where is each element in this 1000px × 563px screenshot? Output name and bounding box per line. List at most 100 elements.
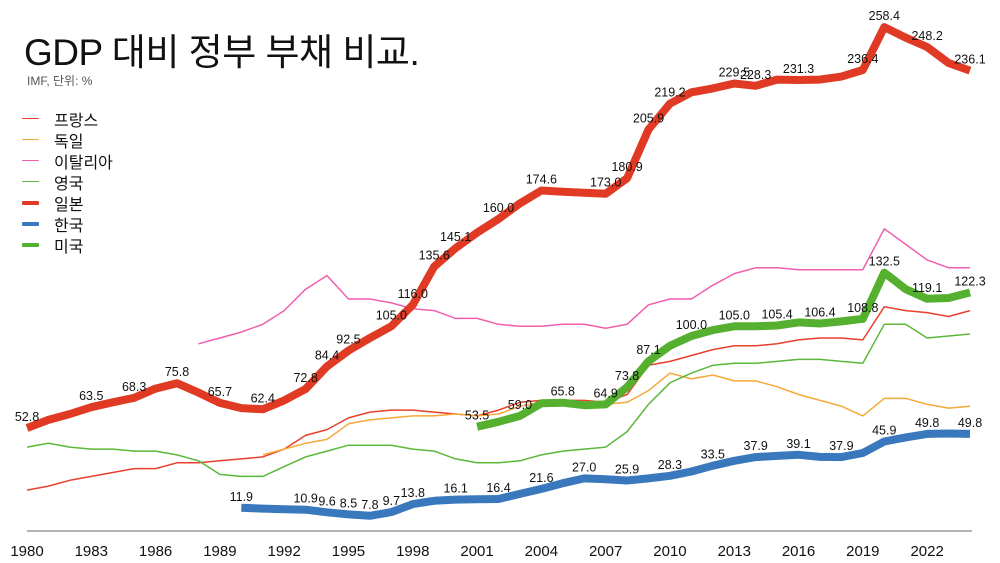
legend-swatch	[22, 159, 39, 162]
legend-item-5: 한국	[22, 213, 113, 235]
legend-label: 영국	[54, 175, 84, 193]
chart-title: GDP 대비 정부 부채 비교.	[24, 32, 420, 73]
legend-swatch	[22, 221, 39, 226]
data-label-6: 87.1	[636, 343, 660, 357]
data-label-5: 28.3	[658, 458, 682, 472]
data-label-5: 21.6	[529, 471, 553, 485]
data-label-4: 236.4	[847, 52, 878, 66]
legend-swatch	[22, 138, 39, 141]
series-line-4	[25, 23, 972, 432]
data-label-5: 8.5	[340, 496, 357, 510]
legend-label: 미국	[54, 238, 84, 256]
legend-label: 프랑스	[54, 112, 99, 130]
series-lines	[25, 23, 972, 520]
data-label-4: 173.0	[590, 176, 621, 190]
data-label-5: 9.7	[383, 494, 400, 508]
data-label-5: 11.9	[230, 490, 253, 504]
data-label-6: 64.9	[593, 386, 617, 400]
series-line-2	[198, 228, 970, 345]
data-label-6: 65.8	[551, 385, 575, 399]
data-label-4: 228.3	[740, 68, 771, 82]
x-tick-label: 1998	[396, 543, 429, 560]
x-tick-labels: 1980 1983 1986 1989 1992 1995 1998 2001 2004 2007…	[10, 543, 944, 560]
data-label-6: 73.8	[615, 369, 639, 383]
legend-label: 이탈리아	[54, 154, 113, 172]
x-tick-label: 2010	[653, 543, 686, 560]
data-label-4: 65.7	[208, 385, 232, 399]
data-label-4: 135.6	[419, 249, 450, 263]
x-tick-label: 1983	[75, 543, 108, 560]
data-label-4: 219.2	[654, 86, 685, 100]
data-label-5: 45.9	[872, 423, 896, 437]
data-label-4: 236.1	[954, 53, 985, 67]
series-line-3	[26, 323, 971, 478]
legend-item-3: 영국	[22, 171, 113, 193]
data-label-4: 116.0	[398, 287, 428, 301]
legend-swatch	[22, 117, 39, 120]
data-label-4: 63.5	[79, 389, 103, 403]
legend-label: 한국	[54, 217, 84, 235]
x-tick-label: 1992	[267, 543, 300, 560]
data-label-4: 180.9	[611, 160, 642, 174]
x-tick-label: 2019	[846, 543, 879, 560]
data-label-5: 27.0	[572, 460, 596, 474]
data-label-4: 72.8	[293, 371, 317, 385]
x-tick-label: 2016	[782, 543, 815, 560]
data-label-4: 92.5	[336, 333, 360, 347]
data-label-6: 53.5	[465, 409, 489, 423]
data-label-5: 13.8	[401, 486, 425, 500]
x-tick-label: 2004	[525, 543, 558, 560]
data-label-5: 25.9	[615, 462, 639, 476]
data-label-5: 49.8	[915, 416, 939, 430]
series-line-1	[262, 372, 971, 456]
x-tick-label: 1995	[332, 543, 365, 560]
data-label-4: 174.6	[526, 173, 557, 187]
data-label-5: 16.4	[486, 481, 510, 495]
data-label-5: 9.6	[318, 494, 335, 508]
x-tick-label: 1986	[139, 543, 172, 560]
legend-label: 독일	[54, 133, 84, 151]
legend-label: 일본	[54, 196, 84, 214]
x-tick-label: 2001	[460, 543, 493, 560]
legend-item-1: 독일	[22, 129, 113, 151]
data-label-4: 52.8	[15, 410, 39, 424]
series-line-5	[241, 429, 971, 520]
data-label-5: 37.9	[744, 439, 768, 453]
data-label-4: 160.0	[483, 201, 514, 215]
data-label-6: 132.5	[869, 255, 900, 269]
x-tick-label: 2022	[910, 543, 943, 560]
series-line-0	[26, 306, 971, 491]
data-label-5: 10.9	[293, 492, 317, 506]
data-label-4: 231.3	[783, 62, 814, 76]
data-label-4: 105.0	[376, 308, 407, 322]
data-label-6: 59.0	[508, 398, 532, 412]
legend-item-2: 이탈리아	[22, 150, 113, 172]
data-label-6: 106.4	[804, 306, 835, 320]
chart-subtitle: IMF, 단위: %	[27, 74, 93, 88]
legend-item-6: 미국	[22, 234, 113, 256]
data-label-4: 229.5	[719, 65, 750, 79]
data-label-6: 100.0	[676, 318, 707, 332]
legend-item-0: 프랑스	[22, 108, 113, 130]
legend-swatch	[22, 242, 39, 247]
data-label-5: 7.8	[361, 498, 378, 512]
x-tick-label: 2007	[589, 543, 622, 560]
data-label-5: 37.9	[829, 439, 853, 453]
data-label-4: 258.4	[869, 9, 900, 23]
data-label-6: 119.1	[912, 281, 942, 295]
series-line-6	[476, 268, 971, 431]
legend-swatch	[22, 180, 39, 183]
x-tick-label: 1980	[10, 543, 43, 560]
data-label-4: 68.3	[122, 380, 146, 394]
data-label-4: 205.9	[633, 111, 664, 125]
data-label-4: 84.4	[315, 348, 339, 362]
data-label-5: 33.5	[701, 448, 725, 462]
data-label-4: 75.8	[165, 365, 189, 379]
data-label-6: 105.4	[761, 307, 792, 321]
data-label-4: 145.1	[440, 230, 471, 244]
data-label-4: 62.4	[251, 391, 275, 405]
x-tick-label: 2013	[718, 543, 751, 560]
data-labels: 52.8 63.5 68.3 75.8 65.7 62.4 72.8 84.492.5 105.…	[15, 9, 986, 512]
